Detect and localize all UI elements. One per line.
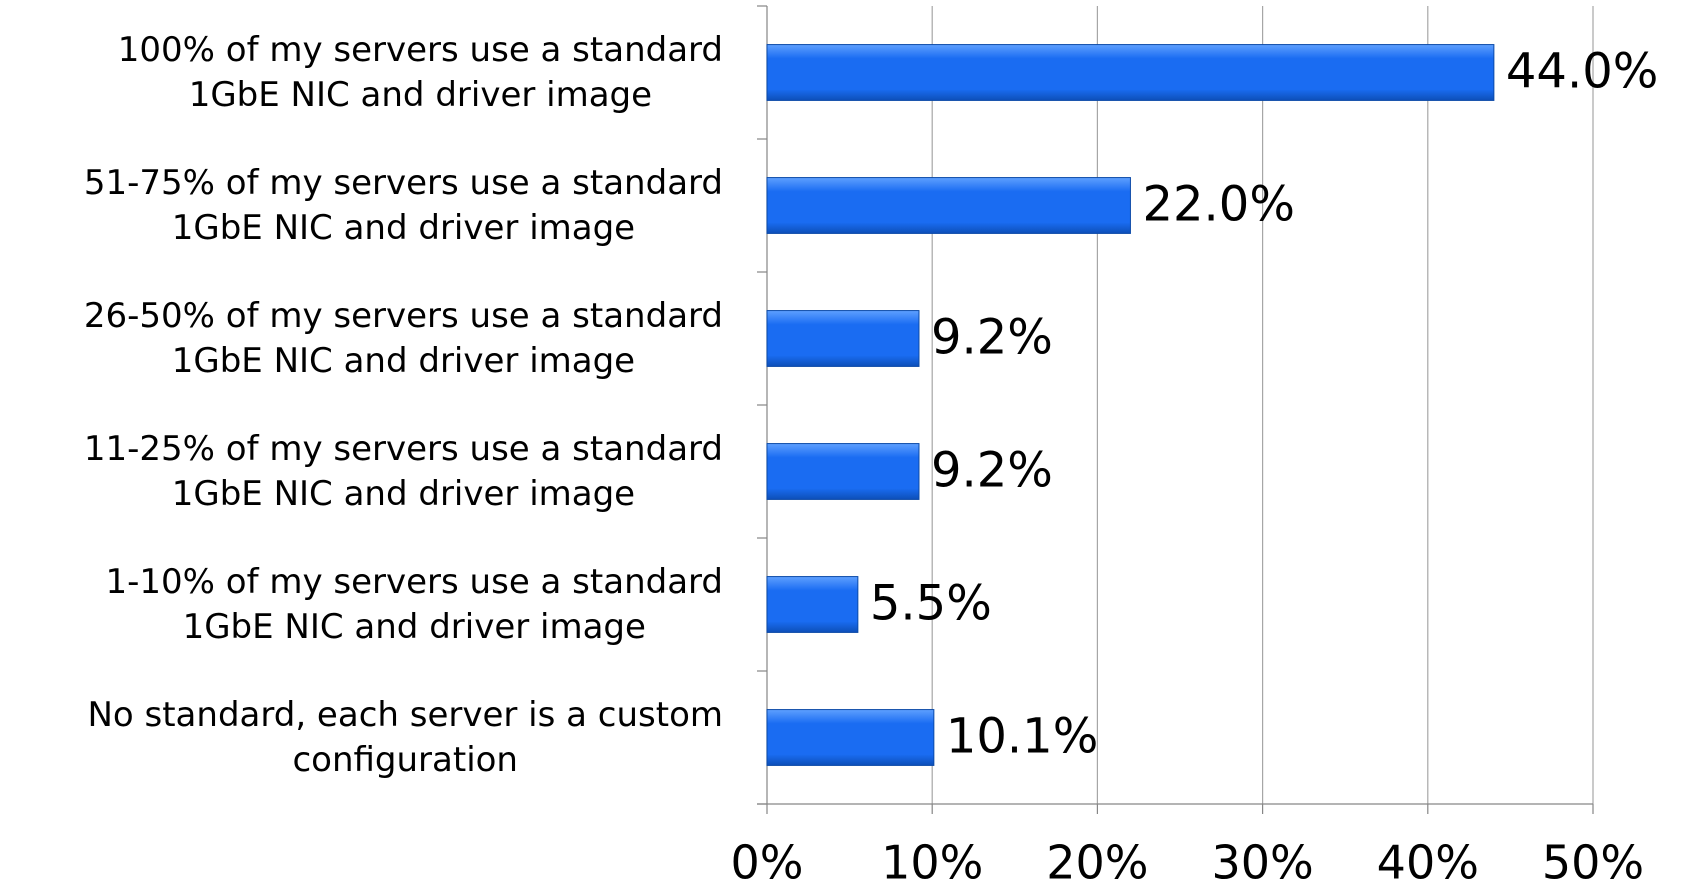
category-text: 1-10% of my servers use a standard 1GbE … bbox=[105, 561, 724, 647]
x-tick-label: 10% bbox=[881, 836, 983, 886]
category-text: No standard, each server is a custom con… bbox=[87, 694, 723, 780]
category-label: 1-10% of my servers use a standard 1GbE … bbox=[0, 560, 724, 650]
x-tick-label: 40% bbox=[1377, 836, 1479, 886]
bar bbox=[766, 576, 859, 633]
bar bbox=[766, 310, 920, 367]
x-tick-label: 0% bbox=[731, 836, 804, 886]
category-label: No standard, each server is a custom con… bbox=[0, 693, 723, 783]
value-label: 9.2% bbox=[931, 310, 1053, 366]
value-label: 9.2% bbox=[931, 443, 1053, 499]
x-tick-label: 30% bbox=[1211, 836, 1313, 886]
bar bbox=[766, 44, 1495, 101]
value-label: 5.5% bbox=[870, 576, 992, 632]
bar bbox=[766, 443, 920, 500]
category-text: 51-75% of my servers use a standard 1GbE… bbox=[83, 162, 723, 248]
x-tick-label: 50% bbox=[1542, 836, 1644, 886]
category-label: 11-25% of my servers use a standard 1GbE… bbox=[0, 427, 723, 517]
category-text: 26-50% of my servers use a standard 1GbE… bbox=[83, 295, 723, 381]
category-text: 100% of my servers use a standard 1GbE N… bbox=[117, 29, 723, 115]
category-text: 11-25% of my servers use a standard 1GbE… bbox=[83, 428, 723, 514]
category-label: 51-75% of my servers use a standard 1GbE… bbox=[0, 161, 723, 251]
value-label: 44.0% bbox=[1506, 44, 1658, 100]
bar bbox=[766, 709, 935, 766]
category-label: 26-50% of my servers use a standard 1GbE… bbox=[0, 294, 723, 384]
value-label: 22.0% bbox=[1142, 177, 1294, 233]
value-label: 10.1% bbox=[946, 709, 1098, 765]
x-tick-label: 20% bbox=[1046, 836, 1148, 886]
bar bbox=[766, 177, 1131, 234]
category-label: 100% of my servers use a standard 1GbE N… bbox=[0, 28, 723, 118]
